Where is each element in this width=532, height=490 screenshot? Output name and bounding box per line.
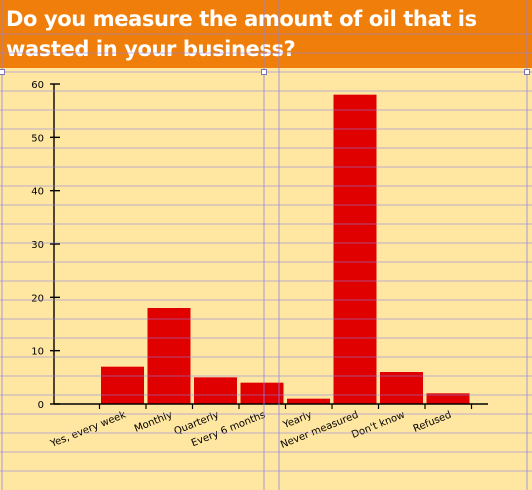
y-tick-label: 0 (38, 400, 44, 411)
x-tick-label: Don't know (350, 410, 406, 441)
bar (147, 308, 191, 404)
bar (333, 94, 377, 405)
x-tick-label: Never measured (279, 410, 360, 451)
y-tick-label: 10 (31, 347, 44, 358)
bars (101, 94, 470, 405)
bar (240, 382, 284, 404)
bar (380, 372, 423, 404)
x-tick-label: Monthly (133, 410, 174, 435)
bar (194, 377, 237, 404)
y-tick-label: 40 (31, 187, 44, 198)
y-tick-label: 50 (31, 133, 44, 144)
y-tick-label: 60 (31, 80, 44, 91)
y-axis: 0 10 20 30 40 50 60 (31, 80, 60, 411)
bar (287, 398, 330, 404)
x-tick-label: Yes, every week (48, 410, 128, 451)
bar (426, 393, 470, 404)
bar (101, 366, 144, 404)
y-tick-label: 20 (31, 293, 44, 304)
chart-title: Do you measure the amount of oil that is… (6, 7, 477, 61)
y-tick-label: 30 (31, 240, 44, 251)
x-tick-label: Refused (412, 410, 453, 435)
